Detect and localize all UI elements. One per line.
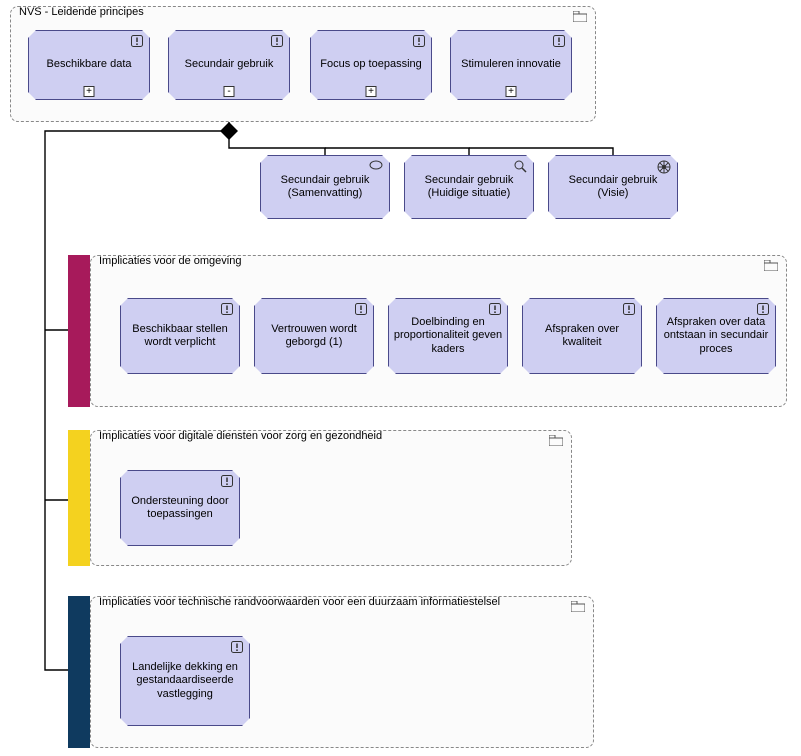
node-label: Beschikbare data: [47, 58, 132, 71]
node-afspraken-data-secundair[interactable]: Afspraken over data ontstaan in secundai…: [656, 298, 776, 374]
folder-icon: [573, 11, 587, 25]
group-label: Implicaties voor digitale diensten voor …: [97, 429, 384, 443]
exclaim-icon: [413, 35, 425, 51]
group-label: Implicaties voor de omgeving: [97, 254, 243, 268]
group-label: Implicaties voor technische randvoorwaar…: [97, 595, 502, 609]
node-stimuleren-innovatie[interactable]: Stimuleren innovatie +: [450, 30, 572, 100]
exclaim-icon: [553, 35, 565, 51]
expand-badge[interactable]: +: [84, 86, 95, 97]
node-label: Stimuleren innovatie: [461, 58, 561, 71]
collapse-badge[interactable]: -: [224, 86, 235, 97]
node-label: Secundair gebruik (Huidige situatie): [409, 174, 529, 200]
node-label: Doelbinding en proportionaliteit geven k…: [393, 316, 503, 356]
node-sg-huidige-situatie[interactable]: Secundair gebruik (Huidige situatie): [404, 155, 534, 219]
folder-icon: [549, 435, 563, 449]
node-beschikbare-data[interactable]: Beschikbare data +: [28, 30, 150, 100]
node-secundair-gebruik[interactable]: Secundair gebruik -: [168, 30, 290, 100]
color-bar-darkblue: [68, 596, 90, 748]
node-vertrouwen-geborgd[interactable]: Vertrouwen wordt geborgd (1): [254, 298, 374, 374]
exclaim-icon: [221, 303, 233, 319]
exclaim-icon: [757, 303, 769, 319]
node-landelijke-dekking[interactable]: Landelijke dekking en gestandaardiseerde…: [120, 636, 250, 726]
exclaim-icon: [231, 641, 243, 657]
node-label: Beschikbaar stellen wordt verplicht: [125, 323, 235, 349]
node-label: Afspraken over data ontstaan in secundai…: [661, 316, 771, 356]
node-ondersteuning-toepassingen[interactable]: Ondersteuning door toepassingen: [120, 470, 240, 546]
wheel-icon: [657, 160, 671, 178]
folder-icon: [571, 601, 585, 615]
cloud-icon: [369, 160, 383, 174]
folder-icon: [764, 260, 778, 274]
node-afspraken-kwaliteit[interactable]: Afspraken over kwaliteit: [522, 298, 642, 374]
diagram-canvas: NVS - Leidende principes Implicaties voo…: [0, 0, 801, 756]
node-doelbinding-proportionaliteit[interactable]: Doelbinding en proportionaliteit geven k…: [388, 298, 508, 374]
node-label: Secundair gebruik (Visie): [553, 174, 673, 200]
node-label: Landelijke dekking en gestandaardiseerde…: [125, 661, 245, 701]
expand-badge[interactable]: +: [506, 86, 517, 97]
node-label: Vertrouwen wordt geborgd (1): [259, 323, 369, 349]
exclaim-icon: [271, 35, 283, 51]
exclaim-icon: [221, 475, 233, 491]
color-bar-yellow: [68, 430, 90, 566]
exclaim-icon: [131, 35, 143, 51]
node-sg-visie[interactable]: Secundair gebruik (Visie): [548, 155, 678, 219]
node-label: Secundair gebruik: [185, 58, 274, 71]
node-label: Focus op toepassing: [320, 58, 422, 71]
exclaim-icon: [623, 303, 635, 319]
expand-badge[interactable]: +: [366, 86, 377, 97]
node-sg-samenvatting[interactable]: Secundair gebruik (Samenvatting): [260, 155, 390, 219]
magnify-icon: [514, 160, 527, 177]
exclaim-icon: [489, 303, 501, 319]
node-label: Ondersteuning door toepassingen: [125, 495, 235, 521]
node-label: Afspraken over kwaliteit: [527, 323, 637, 349]
node-label: Secundair gebruik (Samenvatting): [265, 174, 385, 200]
exclaim-icon: [355, 303, 367, 319]
group-label: NVS - Leidende principes: [17, 5, 146, 19]
node-focus-toepassing[interactable]: Focus op toepassing +: [310, 30, 432, 100]
color-bar-magenta: [68, 255, 90, 407]
node-beschikbaar-stellen-verplicht[interactable]: Beschikbaar stellen wordt verplicht: [120, 298, 240, 374]
